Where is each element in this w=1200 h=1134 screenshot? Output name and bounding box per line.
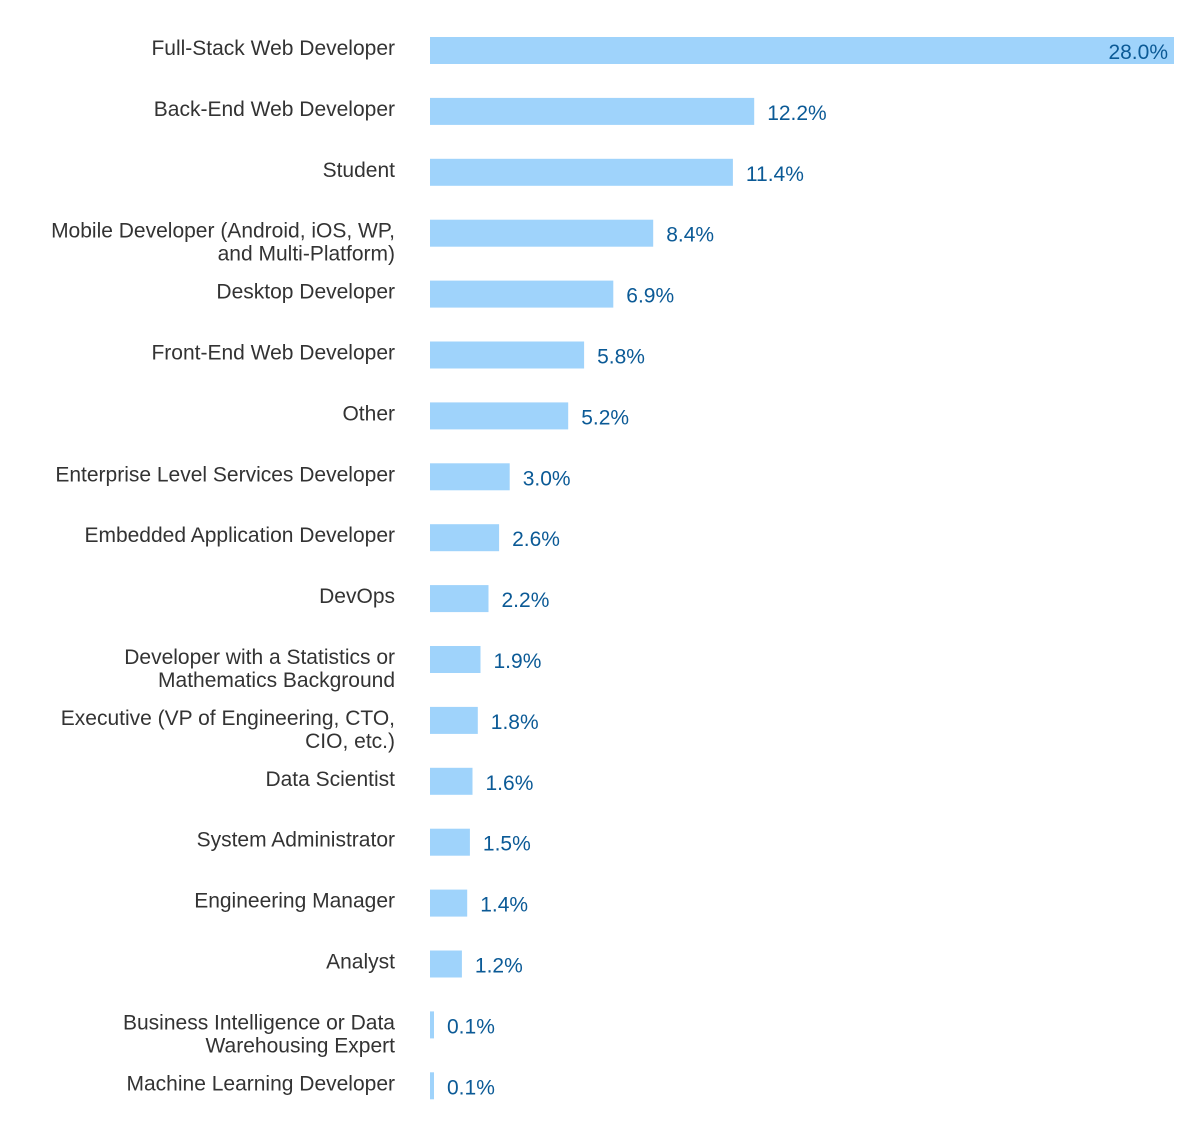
bar-other (430, 402, 569, 430)
category-label-back-end-web-developer: Back-End Web Developer (154, 98, 395, 121)
bar-student (430, 158, 733, 186)
category-label-line: Full-Stack Web Developer (151, 37, 395, 60)
value-label-front-end-web-developer: 5.8% (597, 346, 645, 369)
category-label-line: Developer with a Statistics or (124, 646, 395, 669)
value-label-devops: 2.2% (502, 589, 550, 612)
bars-layer (430, 37, 1174, 1100)
value-label-desktop-developer: 6.9% (626, 285, 674, 308)
category-label-enterprise-level-services-developer: Enterprise Level Services Developer (55, 463, 395, 486)
bar-full-stack-web-developer (430, 37, 1174, 64)
bar-mobile-developer-android-ios-wp-and-multi-platform (430, 219, 654, 247)
bar-data-scientist (430, 767, 473, 795)
value-label-machine-learning-developer: 0.1% (447, 1076, 495, 1099)
bar-devops (430, 585, 489, 613)
category-label-line: Executive (VP of Engineering, CTO, (61, 707, 395, 730)
value-label-student: 11.4% (746, 163, 804, 186)
value-label-other: 5.2% (581, 406, 629, 429)
category-label-line: Analyst (326, 951, 395, 974)
bar-system-administrator (430, 828, 470, 856)
bar-engineering-manager (430, 889, 468, 917)
category-label-line: Student (323, 159, 396, 182)
category-labels: Full-Stack Web Developer Back-End Web Dev… (51, 37, 395, 1095)
category-label-system-administrator: System Administrator (197, 829, 395, 852)
bar-machine-learning-developer (430, 1072, 434, 1100)
value-label-executive-vp-of-engineering-cto-cio-etc: 1.8% (491, 711, 539, 734)
category-label-line: Enterprise Level Services Developer (55, 463, 395, 486)
category-label-line: Warehousing Expert (206, 1034, 396, 1057)
bar-desktop-developer (430, 280, 614, 308)
category-label-embedded-application-developer: Embedded Application Developer (84, 524, 395, 547)
category-label-other: Other (342, 402, 395, 425)
category-label-analyst: Analyst (326, 951, 395, 974)
category-label-line: Other (342, 402, 395, 425)
category-label-line: Mathematics Background (158, 669, 395, 692)
value-label-full-stack-web-developer: 28.0% (1108, 41, 1168, 64)
category-label-line: Engineering Manager (194, 890, 395, 913)
value-label-developer-with-a-statistics-or-mathematics-background: 1.9% (494, 650, 542, 673)
bar-business-intelligence-or-data-warehousing-expert (430, 1011, 434, 1039)
bar-back-end-web-developer (430, 97, 755, 125)
category-label-machine-learning-developer: Machine Learning Developer (127, 1072, 396, 1095)
value-label-engineering-manager: 1.4% (480, 894, 528, 917)
category-label-executive-vp-of-engineering-cto-cio-etc: Executive (VP of Engineering, CTO, CIO, e… (61, 707, 395, 753)
value-label-mobile-developer-android-ios-wp-and-multi-platform: 8.4% (666, 224, 714, 247)
category-label-business-intelligence-or-data-warehousing-expert: Business Intelligence or Data Warehousing… (123, 1011, 395, 1057)
category-label-engineering-manager: Engineering Manager (194, 890, 395, 913)
category-label-line: and Multi-Platform) (218, 243, 395, 266)
category-label-line: Embedded Application Developer (84, 524, 395, 547)
value-label-enterprise-level-services-developer: 3.0% (523, 467, 571, 490)
value-label-system-administrator: 1.5% (483, 833, 531, 856)
category-label-line: Back-End Web Developer (154, 98, 395, 121)
category-label-data-scientist: Data Scientist (265, 768, 395, 791)
category-label-line: DevOps (319, 585, 395, 608)
category-label-line: Mobile Developer (Android, iOS, WP, (51, 220, 395, 243)
value-label-business-intelligence-or-data-warehousing-expert: 0.1% (447, 1015, 495, 1038)
category-label-desktop-developer: Desktop Developer (216, 281, 395, 304)
category-label-student: Student (323, 159, 396, 182)
category-label-mobile-developer-android-ios-wp-and-multi-platform: Mobile Developer (Android, iOS, WP, and M… (51, 220, 395, 266)
category-label-front-end-web-developer: Front-End Web Developer (151, 342, 395, 365)
category-label-line: Business Intelligence or Data (123, 1011, 395, 1034)
value-labels: 28.0% 12.2% 11.4% 8.4% 6.9% 5.8% 5.2% 3.0% 2.6% 2… (447, 41, 1168, 1099)
bar-enterprise-level-services-developer (430, 463, 510, 491)
bar-analyst (430, 950, 462, 978)
category-label-line: Data Scientist (265, 768, 395, 791)
value-label-data-scientist: 1.6% (486, 772, 534, 795)
category-label-line: CIO, etc.) (305, 730, 395, 753)
value-label-embedded-application-developer: 2.6% (512, 528, 560, 551)
category-label-line: System Administrator (197, 829, 395, 852)
category-label-full-stack-web-developer: Full-Stack Web Developer (151, 37, 395, 60)
category-label-line: Front-End Web Developer (151, 342, 395, 365)
value-label-back-end-web-developer: 12.2% (767, 102, 827, 125)
bar-executive-vp-of-engineering-cto-cio-etc (430, 706, 478, 734)
value-label-analyst: 1.2% (475, 955, 523, 978)
bar-embedded-application-developer (430, 524, 500, 552)
bar-front-end-web-developer (430, 341, 585, 369)
category-label-line: Desktop Developer (216, 281, 395, 304)
category-label-developer-with-a-statistics-or-mathematics-background: Developer with a Statistics or Mathematic… (124, 646, 395, 692)
bar-developer-with-a-statistics-or-mathematics-background (430, 646, 481, 673)
category-label-line: Machine Learning Developer (127, 1072, 396, 1095)
category-label-devops: DevOps (319, 585, 395, 608)
